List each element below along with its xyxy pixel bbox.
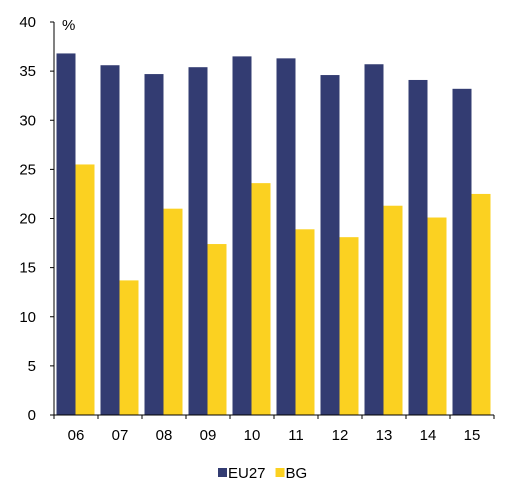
x-tick-label: 13 — [376, 427, 393, 444]
legend-label-bg: BG — [286, 465, 308, 482]
y-tick-label: 35 — [19, 63, 36, 80]
bar-eu27-15 — [452, 88, 472, 415]
x-tick-label: 06 — [68, 427, 85, 444]
y-tick-label: 15 — [19, 260, 36, 277]
bar-eu27-14 — [408, 79, 428, 415]
bar-bg-11 — [295, 229, 315, 415]
bar-eu27-10 — [232, 56, 252, 415]
bar-bg-06 — [75, 164, 95, 415]
bar-eu27-08 — [144, 74, 164, 415]
bar-eu27-09 — [188, 67, 208, 415]
x-tick-label: 09 — [200, 427, 217, 444]
bar-eu27-11 — [276, 58, 296, 415]
y-tick-label: 0 — [28, 407, 36, 424]
y-tick-label: 40 — [19, 14, 36, 31]
bar-eu27-13 — [364, 64, 384, 415]
y-axis-unit-label: % — [62, 17, 75, 34]
y-tick-label: 5 — [28, 358, 36, 375]
y-tick-label: 25 — [19, 161, 36, 178]
x-tick-label: 11 — [288, 427, 304, 444]
bar-bg-09 — [207, 244, 227, 415]
x-tick-label: 10 — [244, 427, 261, 444]
bars-group — [56, 53, 491, 416]
legend: EU27 BG — [218, 465, 307, 482]
legend-swatch-bg — [275, 468, 285, 477]
bar-bg-12 — [339, 237, 359, 415]
y-tick-label: 10 — [19, 309, 36, 326]
bar-bg-08 — [163, 208, 183, 415]
bar-eu27-12 — [320, 75, 340, 416]
x-tick-label: 08 — [156, 427, 173, 444]
x-tick-label: 12 — [332, 427, 349, 444]
bar-bg-13 — [383, 205, 403, 415]
x-tick-label: 15 — [464, 427, 481, 444]
y-tick-label: 20 — [19, 211, 36, 228]
bar-bg-15 — [471, 193, 491, 415]
x-tick-label: 07 — [112, 427, 129, 444]
y-tick-label: 30 — [19, 112, 36, 129]
x-tick-label: 14 — [420, 427, 437, 444]
legend-label-eu27: EU27 — [228, 465, 266, 482]
legend-swatch-eu27 — [218, 468, 227, 477]
bar-eu27-06 — [56, 53, 76, 415]
bar-bg-14 — [427, 217, 447, 415]
bar-eu27-07 — [100, 65, 120, 415]
bar-bg-10 — [251, 183, 271, 415]
x-ticks-group: 06 07 08 09 10 11 12 13 14 15 — [53, 415, 495, 444]
bar-bg-07 — [119, 280, 139, 415]
y-ticks-group: 0 5 10 15 20 25 30 35 40 — [19, 14, 54, 424]
